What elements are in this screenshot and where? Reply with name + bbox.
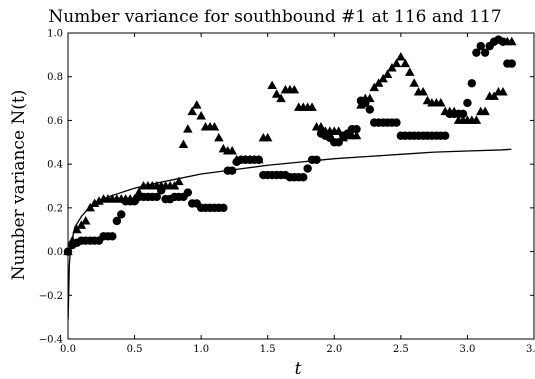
circle-point (392, 118, 401, 127)
circle-point (463, 98, 472, 108)
triangle-point (489, 91, 499, 100)
triangle-point (196, 111, 206, 120)
circle-point (476, 41, 485, 51)
triangle-point (365, 93, 375, 103)
triangle-point (436, 97, 446, 107)
circle-point (108, 232, 117, 241)
circle-point (299, 173, 308, 182)
triangle-point (227, 146, 237, 155)
triangle-point (498, 87, 508, 96)
triangle-point (271, 89, 282, 98)
circle-point (507, 59, 516, 68)
triangle-point (396, 52, 406, 61)
circle-point (219, 203, 228, 213)
circle-point (312, 155, 321, 164)
triangle-point (307, 102, 317, 111)
plot-area (63, 35, 517, 320)
triangle-point (369, 82, 379, 92)
y-tick-label: 0.8 (47, 72, 63, 83)
triangle-point (80, 215, 91, 225)
x-tick-label: 2.0 (326, 344, 342, 355)
triangle-point (134, 187, 144, 197)
y-axis-label: Number variance N(t) (9, 90, 29, 281)
triangle-point (351, 130, 362, 140)
triangle-point (214, 132, 224, 142)
triangle-point (391, 58, 402, 68)
circle-point (440, 131, 450, 140)
circle-point (117, 210, 126, 219)
circle-point (303, 164, 312, 173)
triangle-point (316, 121, 326, 131)
y-tick-label: −0.2 (39, 291, 63, 302)
triangle-point (449, 106, 459, 116)
x-tick-label: 0.0 (60, 344, 76, 355)
triangle-point (356, 100, 366, 109)
triangle-point (289, 84, 300, 94)
circle-point (458, 109, 468, 119)
triangle-point (338, 132, 348, 142)
circle-point (472, 48, 481, 57)
triangle-point (267, 80, 277, 89)
circle-point (152, 192, 162, 202)
triangle-point (76, 220, 87, 229)
triangle-point (382, 69, 393, 79)
y-tick-label: −0.4 (39, 335, 63, 346)
triangle-point (333, 126, 344, 135)
triangle-point (183, 124, 193, 133)
triangle-point (178, 139, 189, 148)
circle-point (467, 79, 477, 88)
circle-point (227, 166, 237, 175)
x-tick-label: 3.0 (459, 344, 475, 355)
triangle-point (471, 115, 482, 124)
y-axis: −0.4 −0.2 0.0 0.2 0.4 0.6 0.8 1.0 (39, 29, 534, 346)
plot-frame (67, 32, 535, 340)
circle-point (112, 216, 122, 226)
triangle-point (378, 73, 388, 83)
x-tick-label: 2.5 (393, 344, 409, 355)
y-tick-label: 0.4 (47, 160, 63, 171)
y-tick-label: 0.2 (47, 203, 63, 214)
triangle-point (191, 100, 202, 109)
triangle-point (405, 67, 415, 76)
triangle-point (409, 78, 419, 87)
triangle-point (129, 194, 140, 203)
circle-point (365, 105, 375, 114)
triangle-point (400, 58, 411, 68)
circle-point (480, 48, 490, 57)
triangle-point (209, 121, 220, 131)
fit-curve (68, 148, 512, 320)
triangle-point (480, 106, 490, 116)
triangle-point (187, 106, 197, 116)
triangle-point (507, 36, 517, 46)
x-tick-label: 1.5 (260, 344, 276, 355)
triangle-point (254, 154, 264, 164)
x-axis: 0.0 0.5 1.0 1.5 2.0 2.5 3.0 3.5 (60, 33, 535, 355)
triangle-point (169, 181, 180, 190)
circle-point (352, 124, 361, 134)
x-axis-label: t (295, 359, 302, 379)
triangle-point (174, 176, 184, 186)
triangle-point (276, 93, 286, 103)
y-tick-label: 0.6 (47, 116, 63, 127)
circle-point (183, 188, 193, 197)
x-tick-label: 1.0 (193, 344, 209, 355)
x-tick-label: 3.5 (526, 344, 535, 355)
chart-title: Number variance for southbound #1 at 116… (48, 7, 501, 27)
triangle-point (262, 132, 273, 142)
triangle-point (418, 87, 428, 96)
y-tick-label: 1.0 (47, 29, 63, 40)
x-tick-label: 0.5 (127, 344, 143, 355)
triangle-point (387, 62, 397, 72)
triangle-point (373, 78, 384, 87)
y-tick-label: 0.0 (47, 247, 63, 258)
